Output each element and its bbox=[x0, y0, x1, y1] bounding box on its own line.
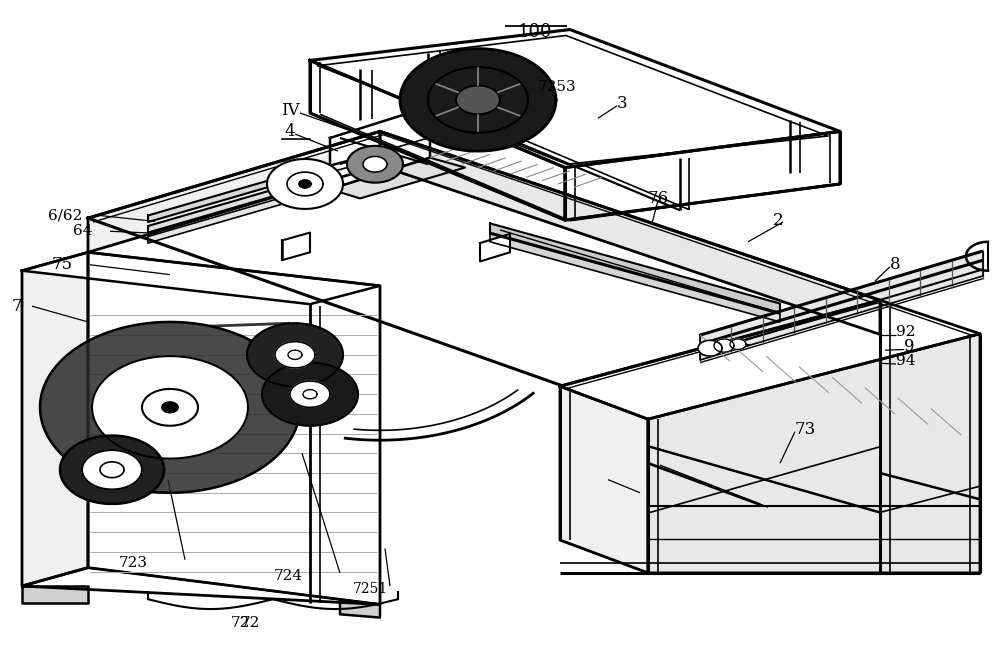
Polygon shape bbox=[22, 252, 380, 304]
Polygon shape bbox=[275, 342, 315, 368]
Polygon shape bbox=[560, 386, 648, 573]
Text: 100: 100 bbox=[518, 23, 552, 41]
Text: 72: 72 bbox=[231, 616, 250, 630]
Text: 64: 64 bbox=[74, 224, 93, 238]
Polygon shape bbox=[22, 586, 88, 603]
Text: 7253: 7253 bbox=[538, 80, 577, 95]
Text: 6/62: 6/62 bbox=[48, 208, 82, 223]
Polygon shape bbox=[428, 67, 528, 133]
Text: 92: 92 bbox=[896, 325, 916, 340]
Polygon shape bbox=[88, 252, 380, 604]
Polygon shape bbox=[714, 339, 734, 352]
Polygon shape bbox=[480, 234, 510, 261]
Polygon shape bbox=[380, 131, 880, 334]
Text: 76: 76 bbox=[648, 190, 669, 207]
Text: 8: 8 bbox=[890, 256, 901, 273]
Text: IV: IV bbox=[281, 102, 300, 119]
Polygon shape bbox=[247, 323, 343, 386]
Text: 3: 3 bbox=[617, 95, 628, 112]
Polygon shape bbox=[648, 334, 980, 573]
Polygon shape bbox=[250, 342, 355, 404]
Polygon shape bbox=[288, 350, 302, 359]
Polygon shape bbox=[148, 173, 295, 222]
Polygon shape bbox=[262, 363, 358, 426]
Text: 7: 7 bbox=[11, 298, 22, 315]
Polygon shape bbox=[456, 85, 500, 114]
Polygon shape bbox=[310, 30, 840, 168]
Polygon shape bbox=[490, 234, 780, 322]
Polygon shape bbox=[88, 131, 880, 386]
Polygon shape bbox=[287, 172, 323, 196]
Polygon shape bbox=[162, 402, 178, 413]
Polygon shape bbox=[490, 223, 780, 313]
Text: 4: 4 bbox=[284, 123, 295, 140]
Text: 73: 73 bbox=[795, 420, 816, 438]
Polygon shape bbox=[310, 60, 565, 220]
Polygon shape bbox=[22, 252, 88, 586]
Text: 94: 94 bbox=[896, 354, 916, 369]
Polygon shape bbox=[347, 146, 403, 183]
Polygon shape bbox=[267, 159, 343, 209]
Polygon shape bbox=[299, 180, 311, 188]
Polygon shape bbox=[40, 322, 300, 493]
Polygon shape bbox=[100, 462, 124, 478]
Polygon shape bbox=[148, 194, 295, 243]
Polygon shape bbox=[92, 356, 248, 459]
Text: 2: 2 bbox=[773, 212, 784, 229]
Polygon shape bbox=[142, 389, 198, 426]
Text: 75: 75 bbox=[52, 256, 73, 273]
Polygon shape bbox=[290, 381, 330, 407]
Polygon shape bbox=[82, 450, 142, 489]
Polygon shape bbox=[60, 436, 164, 504]
Polygon shape bbox=[88, 131, 380, 252]
Polygon shape bbox=[318, 35, 828, 164]
Polygon shape bbox=[565, 131, 840, 220]
Polygon shape bbox=[400, 49, 556, 151]
Polygon shape bbox=[330, 158, 465, 198]
Polygon shape bbox=[700, 251, 983, 360]
Polygon shape bbox=[330, 106, 430, 189]
Text: 72: 72 bbox=[240, 616, 260, 630]
Polygon shape bbox=[148, 183, 295, 233]
Text: 724: 724 bbox=[274, 569, 303, 583]
Text: 9: 9 bbox=[904, 338, 914, 355]
Text: 7251: 7251 bbox=[353, 582, 388, 597]
Polygon shape bbox=[698, 340, 722, 356]
Polygon shape bbox=[730, 339, 746, 350]
Polygon shape bbox=[340, 601, 380, 618]
Polygon shape bbox=[282, 233, 310, 260]
Polygon shape bbox=[363, 156, 387, 172]
Text: 723: 723 bbox=[119, 556, 148, 570]
Polygon shape bbox=[303, 390, 317, 399]
Polygon shape bbox=[560, 300, 980, 419]
